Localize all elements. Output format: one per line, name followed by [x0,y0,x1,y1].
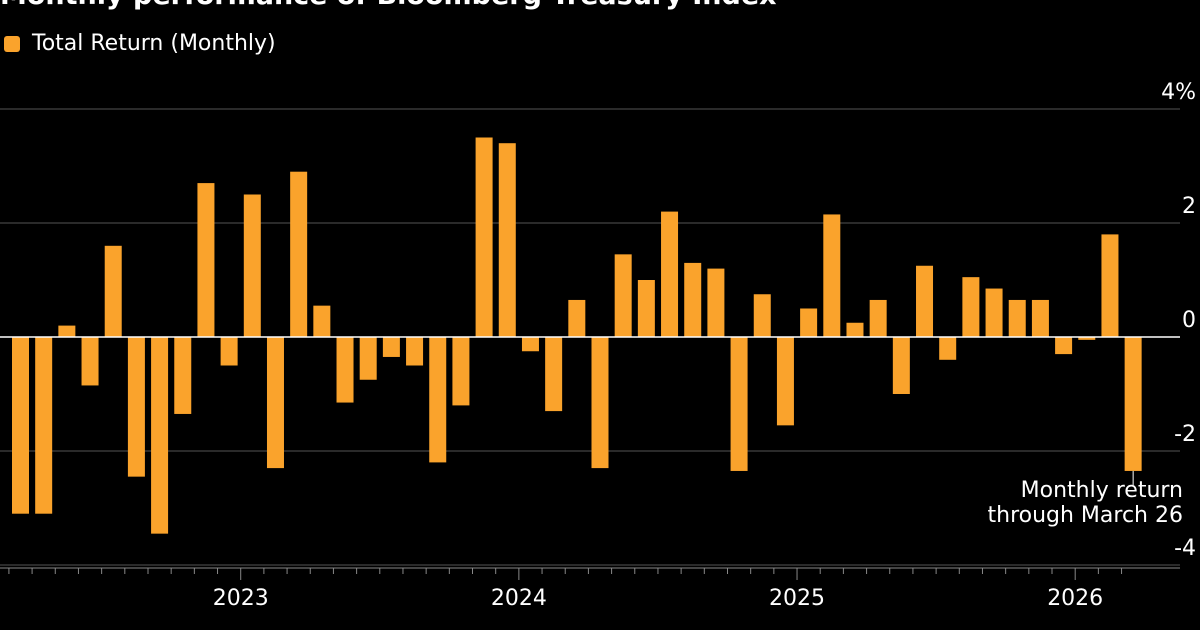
bar [290,171,308,337]
bar [452,337,470,406]
bar [591,337,609,469]
x-tick-label: 2023 [213,586,269,611]
bar [1101,234,1119,337]
annotation-text: through March 26 [988,503,1184,528]
bar [684,262,702,337]
bar [406,337,424,366]
bar [429,337,447,463]
bar [104,245,122,337]
y-tick-label: 0 [1182,308,1196,333]
bar [266,337,284,469]
bar [545,337,563,412]
bar [1031,299,1049,337]
gridlines [0,108,1180,566]
bar [568,299,586,337]
bar [174,337,192,414]
bar [197,183,215,337]
bar [637,280,655,337]
bar [962,277,980,337]
bar [475,137,493,337]
bar [892,337,910,394]
bar [151,337,169,534]
bar [1055,337,1073,355]
bar [243,194,261,337]
legend-swatch [4,35,20,52]
bar [127,337,145,477]
bar [823,214,841,337]
bar [81,337,99,386]
y-tick-label: -2 [1174,422,1196,447]
y-tick-label: 2 [1182,194,1196,219]
legend-label: Total Return (Monthly) [32,31,276,56]
bar [916,265,934,337]
bar [1124,337,1142,471]
bar [846,322,864,337]
y-tick-label: 4% [1161,80,1196,105]
x-tick-label: 2025 [769,586,825,611]
chart-title: Monthly performance of Bloomberg Treasur… [0,0,777,11]
legend: Total Return (Monthly) [4,31,276,56]
bar [939,337,957,360]
bar [776,337,794,426]
bar [1078,337,1096,340]
bar [985,288,1003,337]
bar [800,308,818,337]
bar [498,143,516,337]
bar [661,211,679,337]
bar [359,337,377,380]
bar [730,337,748,471]
bar [58,325,76,337]
y-tick-label: -4 [1174,536,1196,561]
bar [336,337,354,403]
x-tick-label: 2024 [491,586,547,611]
bar [521,337,539,352]
bar [12,337,29,514]
bar [35,337,53,514]
bar [382,337,400,357]
bar [1008,299,1026,337]
bar [753,294,771,337]
bar [614,254,632,337]
bar [869,299,887,337]
axes [0,336,1180,580]
x-tick-label: 2026 [1047,586,1103,611]
bar [220,337,238,366]
axis-labels: 2023 2024 2025 2026 4% 2 0 -2 -4 [213,80,1196,611]
bar [313,305,331,337]
annotation-text: Monthly return [1021,478,1183,503]
bar [707,268,725,337]
bars [12,137,1142,534]
